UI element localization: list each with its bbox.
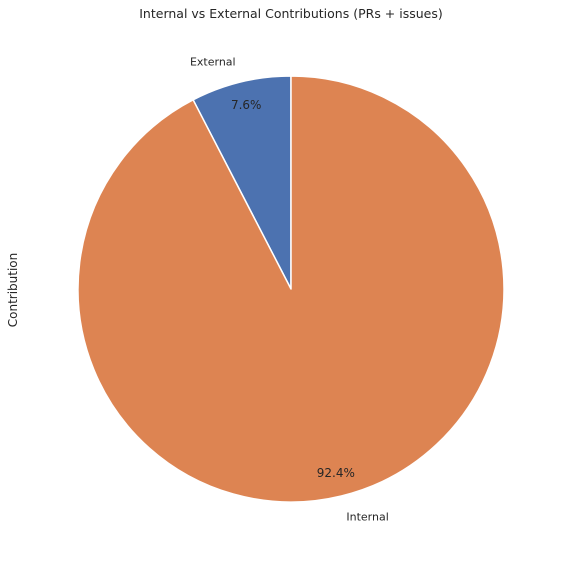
- pie-labels: External 7.6% Internal 92.4%: [190, 55, 389, 523]
- chart-title: Internal vs External Contributions (PRs …: [139, 6, 443, 21]
- slice-label-internal: Internal: [346, 511, 388, 524]
- slice-percent-external: 7.6%: [231, 98, 262, 112]
- y-axis-label: Contribution: [6, 253, 20, 328]
- slice-label-external: External: [190, 55, 236, 68]
- pie-slices: [77, 75, 505, 503]
- slice-percent-internal: 92.4%: [317, 466, 355, 480]
- pie-slice-internal: [77, 75, 505, 503]
- pie-slice-external: [192, 75, 292, 290]
